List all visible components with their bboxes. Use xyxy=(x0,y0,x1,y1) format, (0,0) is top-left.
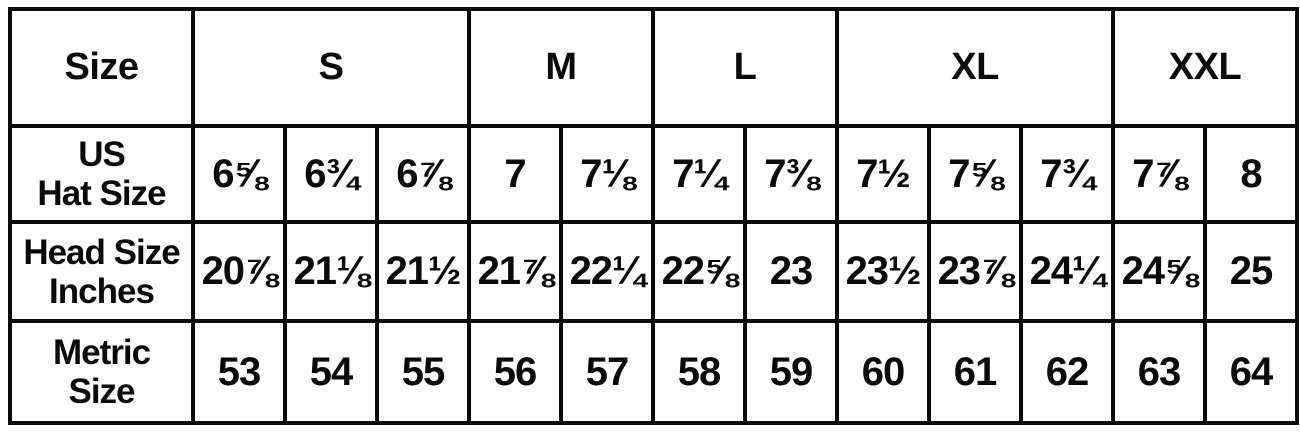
metric-size-value: 55 xyxy=(375,319,471,425)
head-size-value: 21⅛ xyxy=(283,220,379,323)
metric-size-value: 53 xyxy=(191,319,287,425)
row-label-metric-size: Metric Size xyxy=(8,319,195,425)
size-group-xxl: XXL xyxy=(1111,7,1299,128)
head-size-inches-row: Head Size Inches 20⅞ 21⅛ 21½ 21⅞ 22¼ 22⅝… xyxy=(8,220,1299,323)
size-group-s: S xyxy=(191,7,471,128)
head-size-value: 22⅝ xyxy=(651,220,747,323)
us-hat-size-value: 7⅞ xyxy=(1111,124,1207,224)
size-group-xl: XL xyxy=(835,7,1115,128)
row-label-line: Metric xyxy=(52,333,151,372)
head-size-value: 20⅞ xyxy=(191,220,287,323)
metric-size-value: 61 xyxy=(927,319,1023,425)
metric-size-value: 63 xyxy=(1111,319,1207,425)
head-size-value: 21⅞ xyxy=(467,220,563,323)
row-label-line: Hat Size xyxy=(37,174,166,213)
metric-size-value: 57 xyxy=(559,319,655,425)
metric-size-value: 56 xyxy=(467,319,563,425)
corner-header-size: Size xyxy=(8,7,195,128)
metric-size-row: Metric Size 53 54 55 56 57 58 59 60 61 6… xyxy=(8,319,1299,425)
row-label-line: US xyxy=(78,135,126,174)
row-label-line: Size xyxy=(68,372,135,411)
us-hat-size-value: 7⅝ xyxy=(927,124,1023,224)
metric-size-value: 54 xyxy=(283,319,379,425)
us-hat-size-value: 6⅞ xyxy=(375,124,471,224)
us-hat-size-value: 6⅝ xyxy=(191,124,287,224)
head-size-value: 23⅞ xyxy=(927,220,1023,323)
metric-size-value: 64 xyxy=(1203,319,1299,425)
row-label-head-size-inches: Head Size Inches xyxy=(8,220,195,323)
size-group-m: M xyxy=(467,7,655,128)
head-size-value: 24⅝ xyxy=(1111,220,1207,323)
row-label-us-hat-size: US Hat Size xyxy=(8,124,195,224)
us-hat-size-value: 7⅛ xyxy=(559,124,655,224)
us-hat-size-value: 7 xyxy=(467,124,563,224)
header-row: Size S M L XL XXL xyxy=(8,7,1299,128)
metric-size-value: 59 xyxy=(743,319,839,425)
hat-size-conversion-table: Size S M L XL XXL US Hat Size 6⅝ 6¾ 6⅞ 7… xyxy=(8,7,1299,425)
us-hat-size-value: 7⅜ xyxy=(743,124,839,224)
head-size-value: 22¼ xyxy=(559,220,655,323)
us-hat-size-value: 6¾ xyxy=(283,124,379,224)
head-size-value: 23 xyxy=(743,220,839,323)
us-hat-size-value: 7¾ xyxy=(1019,124,1115,224)
us-hat-size-value: 7¼ xyxy=(651,124,747,224)
metric-size-value: 58 xyxy=(651,319,747,425)
head-size-value: 25 xyxy=(1203,220,1299,323)
us-hat-size-value: 8 xyxy=(1203,124,1299,224)
head-size-value: 23½ xyxy=(835,220,931,323)
head-size-value: 21½ xyxy=(375,220,471,323)
row-label-line: Head Size xyxy=(23,232,180,272)
head-size-value: 24¼ xyxy=(1019,220,1115,323)
row-label-line: Inches xyxy=(49,271,155,311)
metric-size-value: 60 xyxy=(835,319,931,425)
us-hat-size-value: 7½ xyxy=(835,124,931,224)
size-group-l: L xyxy=(651,7,839,128)
us-hat-size-row: US Hat Size 6⅝ 6¾ 6⅞ 7 7⅛ 7¼ 7⅜ 7½ 7⅝ 7¾… xyxy=(8,124,1299,224)
metric-size-value: 62 xyxy=(1019,319,1115,425)
